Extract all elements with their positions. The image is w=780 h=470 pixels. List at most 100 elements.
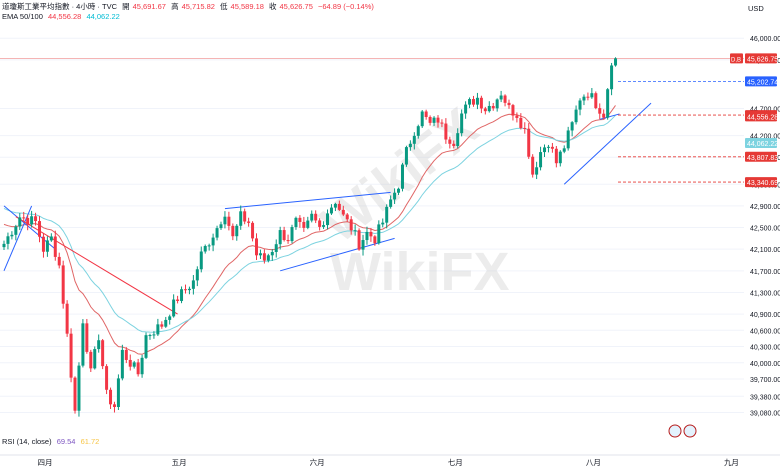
price-tag-label: 43,807.83 <box>747 155 778 162</box>
candle-body <box>511 105 515 116</box>
x-tick-label: 七月 <box>448 458 463 467</box>
candle-body <box>412 135 416 144</box>
candle-body <box>479 97 483 109</box>
close-label: 收 <box>269 2 277 11</box>
price-tag-label: 45,626.75 <box>747 56 778 63</box>
candle-body <box>420 111 424 127</box>
symbol-label[interactable]: 道瓊斯工業平均指數 · 4小時 · TVC <box>2 2 118 11</box>
candle-body <box>10 234 14 237</box>
y-tick-label: 41,700.00 <box>750 269 780 276</box>
rsi-legend[interactable]: RSI (14, close) 69.54 61.72 <box>2 437 102 447</box>
close-value: 45,626.75 <box>279 2 313 11</box>
candle-body <box>349 219 353 231</box>
candle-body <box>156 324 160 335</box>
candle-body <box>41 236 45 252</box>
last-price-badge-label: D,B <box>731 57 741 63</box>
candle-body <box>550 146 554 149</box>
y-tick-label: 44,700.00 <box>750 107 780 114</box>
candle-body <box>594 93 598 109</box>
candle-body <box>57 256 61 266</box>
candle-body <box>191 280 195 289</box>
level-lines-layer <box>0 58 744 183</box>
grid-layer <box>0 37 744 414</box>
candle-body <box>160 324 164 327</box>
candle-body <box>444 123 448 140</box>
high-value: 45,715.82 <box>181 2 215 11</box>
ema100-value: 44,062.22 <box>86 12 120 21</box>
candle-body <box>322 225 326 227</box>
candle-body <box>258 253 262 256</box>
candle-body <box>397 188 401 193</box>
candle-body <box>211 237 215 246</box>
candle-body <box>499 95 503 100</box>
candle-body <box>582 96 586 101</box>
candle-body <box>456 133 460 146</box>
candle-body <box>172 299 176 317</box>
candle-body <box>294 217 298 228</box>
candle-body <box>566 130 570 149</box>
candle-body <box>408 143 412 148</box>
candle-body <box>306 220 310 228</box>
candle-body <box>136 362 140 375</box>
candle-body <box>523 128 527 130</box>
price-tag <box>745 76 777 87</box>
candle-body <box>491 105 495 109</box>
candle-body <box>377 224 381 244</box>
candle-body <box>329 207 333 214</box>
y-tick-label: 40,000.00 <box>750 361 780 368</box>
us-flag-icon <box>683 424 697 438</box>
candle-body <box>365 231 369 241</box>
candle-body <box>176 299 180 301</box>
y-tick-label: 42,100.00 <box>750 247 780 254</box>
trendline <box>599 113 620 120</box>
candle-body <box>140 357 144 375</box>
candle-body <box>495 99 499 109</box>
last-price-badge <box>730 53 743 64</box>
candle-body <box>34 216 38 222</box>
candle-body <box>574 109 578 123</box>
candle-body <box>345 214 349 220</box>
candle-body <box>207 245 211 247</box>
high-label: 高 <box>171 2 179 11</box>
candle-body <box>602 113 606 118</box>
y-tick-label: 40,900.00 <box>750 312 780 319</box>
ema-legend[interactable]: EMA 50/100 44,556.28 44,062.22 <box>2 12 123 22</box>
candle-body <box>393 192 397 200</box>
candle-body <box>341 209 345 215</box>
x-tick-label: 六月 <box>310 457 325 467</box>
candle-body <box>105 366 109 390</box>
candle-body <box>357 230 361 250</box>
candle-body <box>460 113 464 134</box>
watermark-text: WikiFX <box>330 242 510 302</box>
candle-body <box>116 378 120 407</box>
candle-body <box>424 111 428 118</box>
y-axis: 46,000.0045,600.0044,700.0044,200.0043,8… <box>730 36 780 418</box>
price-tag-label: 44,556.28 <box>747 114 778 121</box>
candle-body <box>436 117 440 123</box>
candle-body <box>440 122 444 124</box>
candle-body <box>432 117 436 123</box>
candle-body <box>227 216 231 226</box>
candle-body <box>578 100 582 110</box>
candle-body <box>310 213 314 221</box>
candle-body <box>614 58 618 66</box>
ema-layer <box>3 105 616 355</box>
us-flag-icon <box>668 424 682 438</box>
rsi-value: 69.54 <box>56 437 76 446</box>
candle-body <box>333 203 337 208</box>
candle-body <box>543 147 547 153</box>
candle-body <box>148 335 152 337</box>
candle-body <box>570 122 574 131</box>
candle-body <box>49 236 53 241</box>
candle-body <box>61 265 65 304</box>
candle-body <box>53 236 57 257</box>
candle-body <box>361 240 365 250</box>
candle-body <box>531 156 535 175</box>
candle-body <box>22 217 26 219</box>
event-flags[interactable] <box>668 424 708 438</box>
low-value: 45,589.18 <box>230 2 264 11</box>
candle-body <box>606 89 610 118</box>
candle-body <box>503 95 507 103</box>
candle-body <box>353 230 357 232</box>
